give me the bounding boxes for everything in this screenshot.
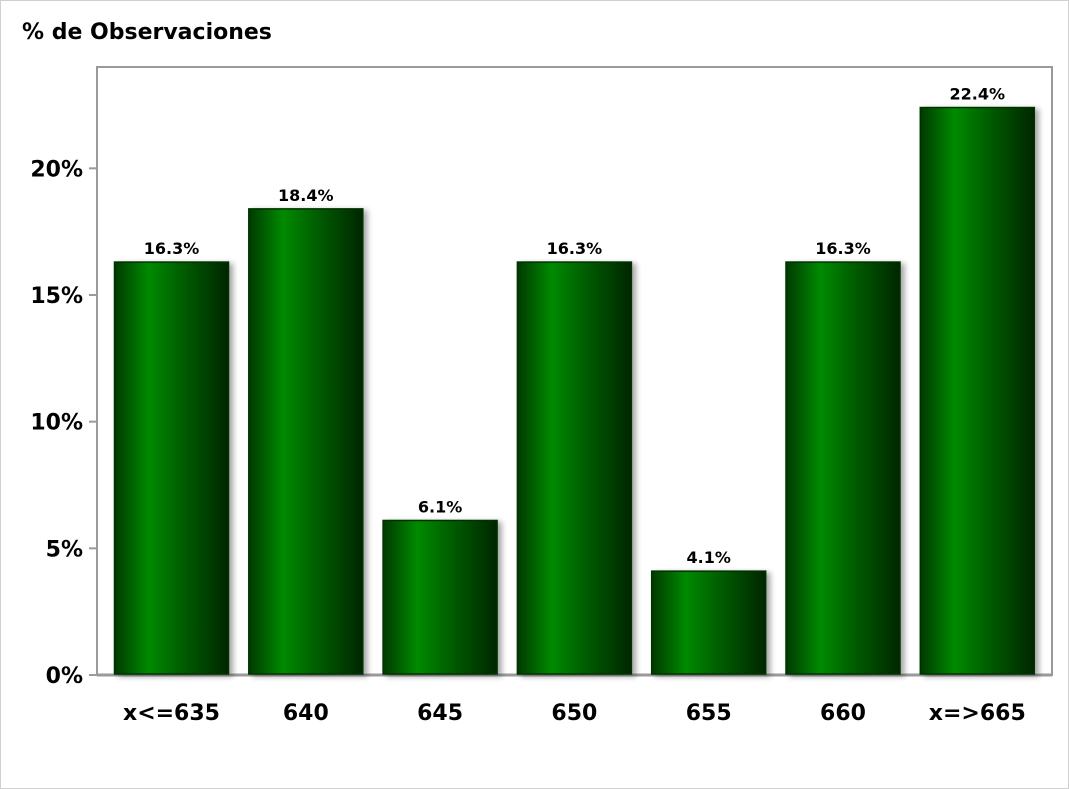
x-tick-label: x=>665 [929, 701, 1026, 726]
x-tick-label: 645 [417, 701, 463, 726]
y-axis: 0% 5% 10% 15% 20% [30, 157, 97, 689]
bar [113, 261, 230, 675]
y-tick-label: 15% [30, 284, 83, 309]
bar [650, 570, 767, 675]
x-tick-label: 640 [283, 701, 329, 726]
bar [516, 261, 633, 675]
y-tick-label: 5% [46, 537, 83, 562]
x-tick-label: x<=635 [123, 701, 220, 726]
bar-value-label: 16.3% [547, 239, 603, 258]
y-tick-label: 0% [46, 664, 83, 689]
x-axis: x<=635 640 645 650 655 660 x=>665 [123, 701, 1026, 726]
bar [248, 208, 364, 675]
x-tick-label: 655 [686, 701, 732, 726]
bar [382, 519, 498, 675]
bar-value-label: 4.1% [687, 548, 731, 567]
bar-value-label: 18.4% [278, 186, 334, 205]
y-tick-label: 20% [30, 157, 83, 182]
bar [785, 261, 901, 675]
x-tick-label: 660 [820, 701, 866, 726]
bars: 16.3% 18.4% 6.1% 16.3% 4.1% 16.3% 22.4% [113, 85, 1036, 675]
y-axis-title: % de Observaciones [22, 20, 272, 45]
y-tick-label: 10% [30, 411, 83, 436]
bar-value-label: 16.3% [815, 239, 871, 258]
bar [919, 106, 1036, 675]
bar-value-label: 16.3% [144, 239, 200, 258]
bar-value-label: 22.4% [950, 85, 1006, 104]
x-tick-label: 650 [551, 701, 597, 726]
bar-value-label: 6.1% [418, 497, 462, 516]
